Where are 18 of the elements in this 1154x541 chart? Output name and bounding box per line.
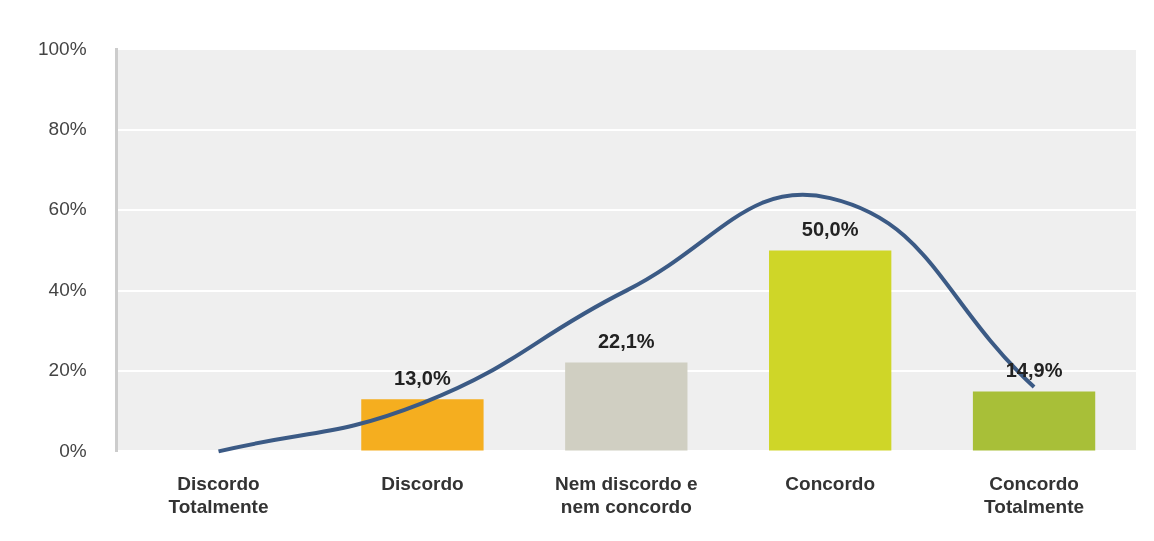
data-label: 22,1%	[597, 330, 655, 353]
bar	[565, 362, 688, 451]
bar	[361, 399, 484, 451]
x-tick-label: Concordo	[785, 473, 876, 495]
y-tick-label: 60%	[48, 198, 87, 220]
x-tick-label: Discordo	[381, 473, 464, 495]
y-tick-label: 80%	[48, 118, 87, 140]
x-tick-label: Nem discordo e nem concordo	[555, 473, 698, 517]
y-tick-label: 20%	[48, 359, 87, 381]
y-tick-label: 0%	[59, 439, 87, 461]
y-tick-label: 100%	[37, 37, 87, 59]
x-tick-label: Concordo Totalmente	[984, 473, 1085, 517]
y-tick-label: 40%	[48, 278, 87, 300]
data-label: 13,0%	[394, 366, 451, 389]
data-label: 50,0%	[801, 217, 859, 240]
x-tick-label: Discordo Totalmente	[168, 473, 269, 517]
bar	[972, 391, 1096, 451]
bar	[769, 250, 892, 451]
